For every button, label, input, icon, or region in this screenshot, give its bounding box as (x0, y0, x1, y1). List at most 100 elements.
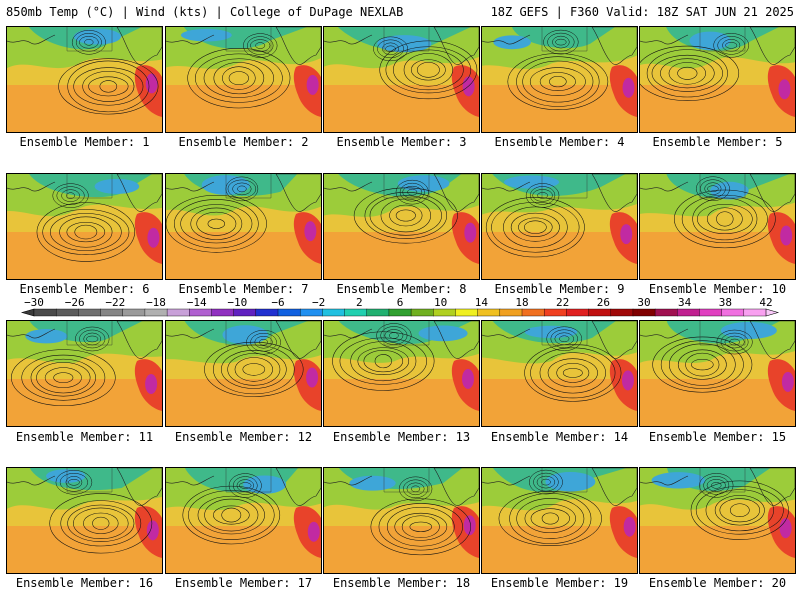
wind-contour (73, 67, 144, 106)
hot-magenta-core (781, 371, 794, 392)
wind-contour (673, 189, 776, 249)
wind-contour (234, 357, 273, 382)
wind-contour (221, 507, 242, 523)
border-line (541, 174, 588, 199)
wind-contour (364, 192, 448, 239)
temperature-wind-map (482, 27, 637, 132)
ensemble-member-label: Ensemble Member: 6 (19, 282, 150, 296)
coastline (116, 27, 162, 65)
colorbar-swatch (322, 308, 346, 317)
wind-contour (705, 489, 774, 532)
coastline (591, 174, 637, 212)
coastline (640, 328, 689, 339)
temperature-wind-map (324, 321, 479, 426)
wind-contour (516, 498, 585, 539)
wind-contour (562, 368, 583, 378)
wind-contour (677, 349, 727, 380)
wind-contour (332, 331, 435, 391)
ensemble-member-map (165, 173, 322, 280)
wind-contour (232, 182, 252, 196)
colorbar-swatch (654, 308, 678, 317)
wind-contour (509, 493, 592, 544)
wind-contour (555, 38, 567, 46)
wind-contour (690, 480, 789, 540)
wind-contour (350, 341, 417, 382)
wind-contour (44, 367, 82, 389)
ensemble-member-map (639, 467, 796, 574)
wind-contour (652, 336, 753, 393)
wind-contour (537, 192, 548, 199)
wind-contour (406, 482, 425, 496)
hot-magenta-core (145, 73, 158, 94)
wind-contour (374, 354, 392, 369)
wind-contour (507, 53, 609, 110)
border-line (225, 321, 272, 346)
wind-contour (207, 218, 226, 229)
border-line (541, 468, 588, 493)
wind-contour (75, 326, 110, 352)
colorbar-swatch (632, 308, 656, 317)
ensemble-member-label: Ensemble Member: 10 (648, 282, 787, 296)
ensemble-member-label: Ensemble Member: 4 (494, 135, 625, 149)
ensemble-member-label: Ensemble Member: 17 (174, 576, 313, 590)
wind-contour (525, 183, 560, 208)
colorbar-tick-label: 2 (356, 296, 363, 309)
wind-contour (228, 473, 262, 498)
temperature-wind-map (640, 468, 795, 573)
wind-contour (370, 498, 472, 556)
ensemble-member-label: Ensemble Member: 8 (336, 282, 467, 296)
wind-contour (204, 341, 304, 397)
wind-contour (68, 479, 80, 486)
ensemble-member-map (639, 173, 796, 280)
colorbar-swatch (277, 308, 301, 317)
wind-contour (536, 475, 556, 489)
border-line (225, 174, 272, 199)
wind-contour (247, 36, 274, 55)
wind-contour (259, 338, 268, 346)
colorbar-tick-label: 6 (396, 296, 404, 309)
hot-magenta-core (623, 516, 636, 537)
colorbar-swatch (255, 308, 279, 317)
cold-blue-core (243, 475, 287, 494)
wind-contour (255, 42, 266, 49)
wind-contour (546, 326, 583, 352)
wind-contour (382, 42, 399, 56)
wind-contour (228, 71, 249, 86)
colorbar-swatch (344, 308, 368, 317)
wind-contour (524, 220, 547, 234)
wind-contour (385, 45, 396, 53)
wind-contour (539, 72, 576, 91)
hot-magenta-core (145, 374, 158, 395)
chart-title: 850mb Temp (°C) | Wind (kts) | College o… (6, 5, 404, 19)
wind-contour (194, 53, 283, 103)
cold-blue-core (25, 329, 68, 344)
colorbar-swatch (743, 308, 767, 317)
wind-contour (73, 507, 129, 539)
colorbar-swatch (566, 308, 590, 317)
coastline (166, 181, 215, 192)
temperature-wind-map (482, 174, 637, 279)
wind-contour (539, 352, 606, 394)
coastline (591, 27, 637, 65)
temperature-wind-map (640, 321, 795, 426)
wind-contour (541, 512, 559, 525)
wind-contour (237, 185, 247, 193)
ensemble-member-map (6, 173, 163, 280)
ensemble-member-label: Ensemble Member: 12 (174, 430, 313, 444)
ensemble-member-map (481, 26, 638, 133)
wind-contour (339, 337, 427, 385)
hot-red-field (293, 506, 321, 558)
wind-contour (56, 186, 85, 205)
wind-contour (363, 350, 404, 373)
wind-contour (66, 192, 75, 199)
wind-contour (36, 202, 135, 262)
wind-contour (232, 476, 258, 495)
wind-contour (99, 80, 118, 93)
ensemble-member-label: Ensemble Member: 1 (19, 135, 150, 149)
cold-blue-core (493, 35, 531, 50)
ensemble-member-map (165, 467, 322, 574)
colorbar-tick-label: −6 (271, 296, 285, 309)
cold-blue-core (94, 178, 140, 194)
colorbar-swatch (189, 308, 212, 317)
wind-contour (706, 207, 743, 231)
